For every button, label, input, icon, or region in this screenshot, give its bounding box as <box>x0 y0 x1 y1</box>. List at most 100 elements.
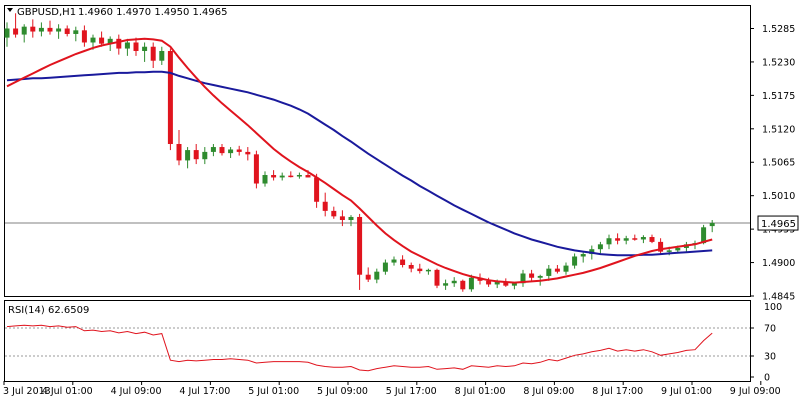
bear-candle <box>133 42 139 51</box>
bull-candle <box>443 283 449 286</box>
dropdown-arrow-icon[interactable] <box>7 8 13 12</box>
bear-candle <box>486 280 492 285</box>
bull-candle <box>520 273 526 284</box>
bear-candle <box>245 151 251 155</box>
bull-candle <box>451 280 457 284</box>
bear-candle <box>167 50 173 145</box>
time-tick-label: 5 Jul 09:00 <box>317 386 368 397</box>
bear-candle <box>236 149 242 152</box>
rsi-tick-label: 0 <box>764 373 770 384</box>
bull-candle <box>623 238 629 241</box>
price-tick-label: 1.5065 <box>762 158 795 169</box>
bull-candle <box>425 269 431 272</box>
bull-candle <box>666 250 672 252</box>
time-tick-label: 9 Jul 01:00 <box>661 386 712 397</box>
bull-candle <box>228 149 234 154</box>
bear-candle <box>503 282 509 286</box>
bear-candle <box>331 210 337 217</box>
bull-candle <box>124 42 130 49</box>
bull-candle <box>494 282 500 285</box>
price-axis: 1.5285 1.5230 1.5175 1.5120 1.5065 1.5010 1.49… <box>750 24 795 303</box>
bull-candle <box>90 37 96 43</box>
bear-candle <box>30 26 36 32</box>
bull-candle <box>382 262 388 272</box>
candles <box>4 13 715 292</box>
bear-candle <box>339 216 345 221</box>
bull-candle <box>56 28 62 32</box>
price-tick-label: 1.5010 <box>762 191 795 202</box>
bear-candle <box>408 264 414 269</box>
price-tick-label: 1.5175 <box>762 91 795 102</box>
bull-candle <box>580 254 586 257</box>
bull-candle <box>296 175 302 177</box>
time-tick-label: 8 Jul 01:00 <box>455 386 506 397</box>
bear-candle <box>417 268 423 272</box>
bull-candle <box>537 275 543 278</box>
bear-candle <box>554 268 560 272</box>
ma-slow-line <box>6 70 713 257</box>
rsi-tick-label: 70 <box>764 324 776 335</box>
bear-candle <box>81 30 87 43</box>
bear-candle <box>632 238 638 240</box>
bull-candle <box>279 175 285 178</box>
bull-candle <box>709 223 715 227</box>
bear-candle <box>116 38 122 49</box>
bull-candle <box>468 277 474 290</box>
bear-candle <box>271 175 277 178</box>
rsi-tick-label: 100 <box>764 302 782 313</box>
bear-candle <box>658 241 664 252</box>
bear-candle <box>400 259 406 265</box>
symbol-label: GBPUSD,H1 <box>17 7 76 18</box>
bear-candle <box>47 27 53 32</box>
bull-candle <box>546 268 552 276</box>
price-tick-label: 1.5285 <box>762 24 795 35</box>
rsi-tick-label: 30 <box>764 352 776 363</box>
bear-candle <box>460 280 466 290</box>
bear-candle <box>150 46 156 61</box>
bull-candle <box>589 249 595 255</box>
ohlc-label: 1.4960 1.4970 1.4950 1.4965 <box>78 7 228 18</box>
rsi-axis: 100 70 30 0 <box>5 302 782 384</box>
price-tick-label: 1.5120 <box>762 124 795 135</box>
bull-candle <box>73 30 79 34</box>
bear-candle <box>365 274 371 280</box>
current-price-box: 1.4965 <box>757 215 799 231</box>
bull-candle <box>563 265 569 272</box>
bull-candle <box>210 147 216 152</box>
price-tick-label: 1.4900 <box>762 258 795 269</box>
bear-candle <box>288 175 294 178</box>
bull-candle <box>142 46 148 51</box>
bear-candle <box>357 216 363 275</box>
bull-candle <box>675 247 681 251</box>
bear-candle <box>253 154 259 184</box>
bear-candle <box>219 147 225 154</box>
bull-candle <box>348 216 354 221</box>
bull-candle <box>185 150 191 161</box>
ma-fast-line <box>6 37 713 284</box>
bull-candle <box>606 238 612 245</box>
bull-candle <box>4 28 10 38</box>
time-tick-label: 8 Jul 09:00 <box>523 386 574 397</box>
bull-candle <box>572 256 578 266</box>
bull-candle <box>511 283 517 286</box>
bear-candle <box>13 28 19 35</box>
bull-candle <box>21 26 27 35</box>
bull-candle <box>374 271 380 280</box>
bear-candle <box>434 269 440 286</box>
bull-candle <box>159 50 165 61</box>
time-tick-label: 8 Jul 17:00 <box>592 386 643 397</box>
bull-candle <box>701 227 707 244</box>
bear-candle <box>314 177 320 202</box>
time-tick-label: 4 Jul 09:00 <box>111 386 162 397</box>
time-tick-label: 4 Jul 01:00 <box>42 386 93 397</box>
time-tick-label: 5 Jul 01:00 <box>248 386 299 397</box>
bull-candle <box>597 244 603 250</box>
rsi-pane-frame <box>4 300 751 382</box>
time-tick-label: 9 Jul 09:00 <box>730 386 781 397</box>
bear-candle <box>193 150 199 160</box>
bear-candle <box>615 238 621 241</box>
bear-candle <box>305 175 311 178</box>
bear-candle <box>529 273 535 278</box>
